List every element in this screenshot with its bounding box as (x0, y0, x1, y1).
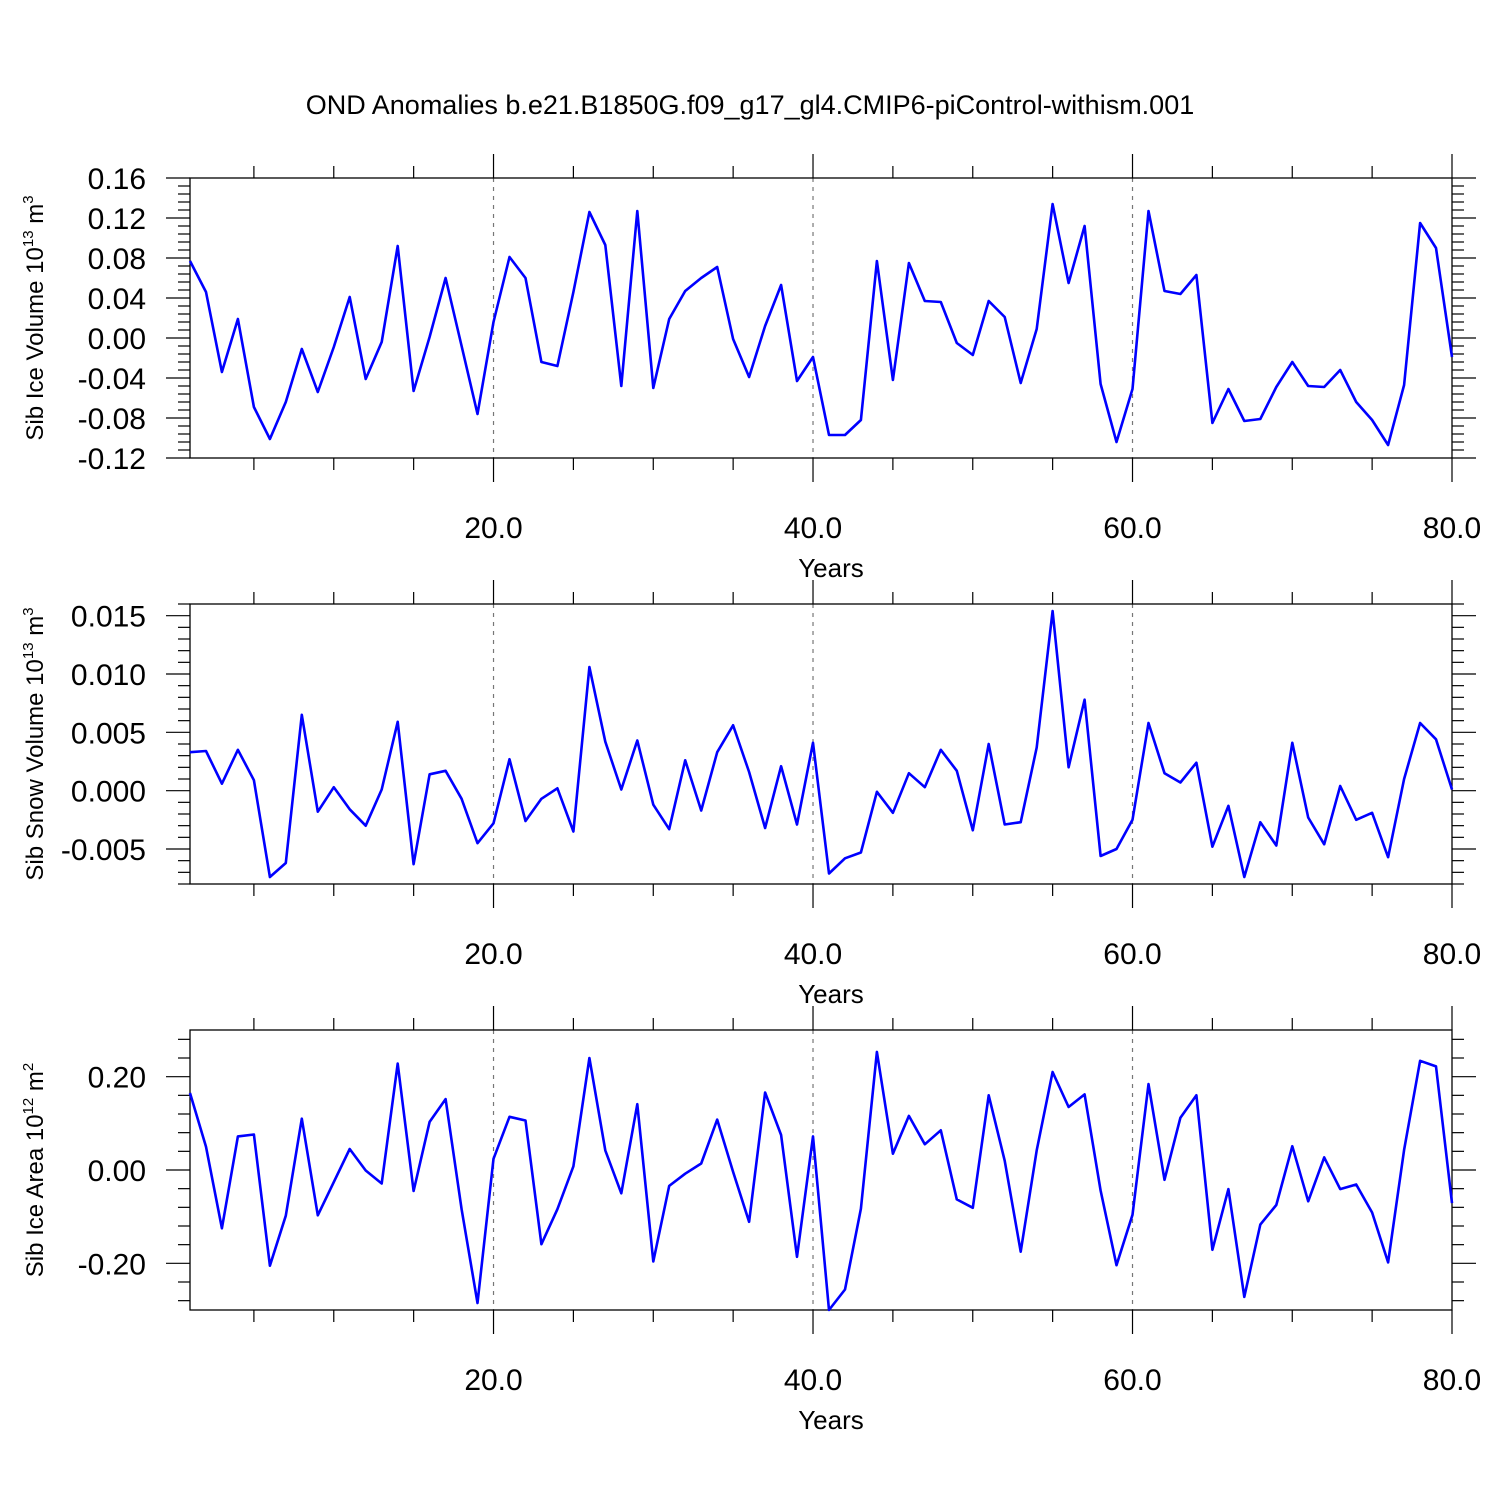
y-tick-label: -0.04 (78, 363, 146, 396)
y-tick-label: 0.04 (88, 283, 146, 316)
y-axis-label-superscript: 13 (20, 642, 37, 659)
y-tick-label: -0.20 (78, 1248, 146, 1281)
x-tick-label: 20.0 (464, 512, 522, 545)
y-tick-label: 0.015 (71, 601, 146, 634)
y-tick-label: 0.005 (71, 717, 146, 750)
x-axis-label: Years (798, 979, 864, 1009)
x-tick-label: 60.0 (1103, 512, 1161, 545)
x-tick-label: 40.0 (784, 512, 842, 545)
y-axis-label-superscript: 3 (20, 195, 37, 203)
y-axis-label-part: m (22, 616, 49, 643)
plot-frame (189, 177, 1453, 459)
y-axis-label-superscript: 2 (20, 1063, 37, 1071)
figure-title: OND Anomalies b.e21.B1850G.f09_g17_gl4.C… (306, 90, 1194, 120)
y-tick-label: 0.00 (88, 323, 146, 356)
x-tick-label: 60.0 (1103, 1364, 1161, 1397)
y-tick-label: 0.12 (88, 203, 146, 236)
y-tick-label: 0.000 (71, 776, 146, 809)
series-line (188, 202, 1454, 447)
y-axis-label-superscript: 13 (20, 230, 37, 247)
y-tick-label: 0.010 (71, 659, 146, 692)
y-axis-label: Sib Ice Area 1012 m2 (20, 1063, 49, 1277)
x-tick-label: 60.0 (1103, 938, 1161, 971)
y-axis-label: Sib Ice Volume 1013 m3 (20, 195, 49, 440)
x-tick-label: 80.0 (1423, 938, 1481, 971)
x-tick-label: 40.0 (784, 938, 842, 971)
plot-frame (189, 603, 1453, 885)
y-axis-label-part: Sib Snow Volume 10 (22, 659, 49, 880)
y-axis-label-part: m (22, 1071, 49, 1098)
y-axis-label-part: Sib Ice Volume 10 (22, 247, 49, 440)
x-tick-label: 20.0 (464, 938, 522, 971)
y-axis-label-part: m (22, 204, 49, 231)
y-tick-label: 0.16 (88, 163, 146, 196)
y-tick-label: -0.005 (61, 834, 146, 867)
x-axis-label: Years (798, 1405, 864, 1435)
x-tick-label: 80.0 (1423, 1364, 1481, 1397)
panel-sib-snow-volume: -0.005 0.000 0.005 0.010 0.015 20.0 40.0 60.0 80… (20, 580, 1481, 1009)
y-tick-label: 0.20 (88, 1062, 146, 1095)
y-tick-label: -0.08 (78, 403, 146, 436)
plot-frame (189, 1029, 1453, 1311)
x-tick-label: 40.0 (784, 1364, 842, 1397)
y-tick-label: 0.00 (88, 1155, 146, 1188)
y-axis-label: Sib Snow Volume 1013 m3 (20, 607, 49, 880)
panel-sib-ice-volume: -0.12 -0.08 -0.04 0.00 0.04 0.08 0.12 0.16 20.0 4… (20, 154, 1481, 583)
y-tick-label: -0.12 (78, 443, 146, 476)
series-line (189, 609, 1454, 879)
y-tick-label: 0.08 (88, 243, 146, 276)
x-tick-label: 80.0 (1423, 512, 1481, 545)
y-axis-label-superscript: 3 (20, 607, 37, 615)
y-axis-label-part: Sib Ice Area 10 (22, 1114, 49, 1277)
x-tick-label: 20.0 (464, 1364, 522, 1397)
x-axis-label: Years (798, 553, 864, 583)
series-line (188, 1050, 1454, 1312)
panel-sib-ice-area: -0.20 0.00 0.20 20.0 40.0 60.0 80.0 Years Sib Ic… (20, 1006, 1481, 1435)
y-axis-label-superscript: 12 (20, 1098, 37, 1115)
